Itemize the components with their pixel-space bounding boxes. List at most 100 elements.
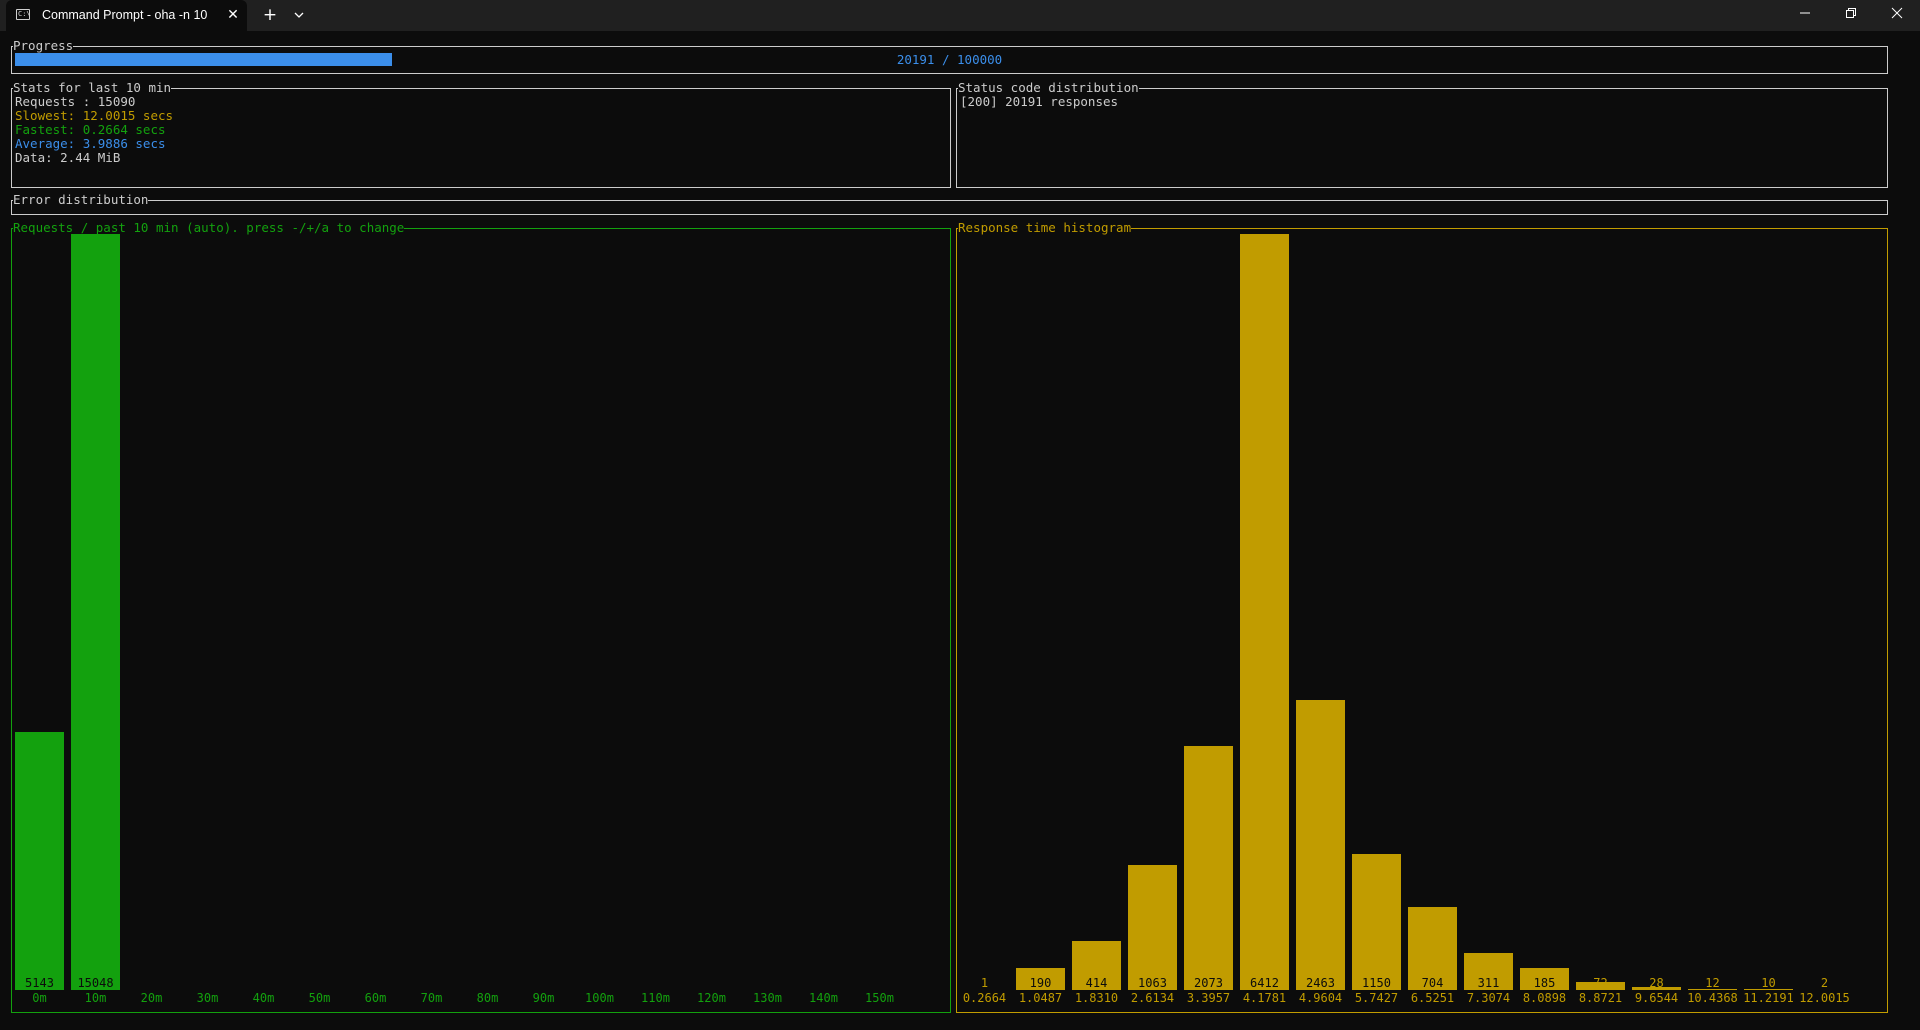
title-bar: C:\ Command Prompt - oha -n 10 ✕ + — [0, 0, 1920, 31]
minimize-icon — [1800, 12, 1810, 14]
histogram-tick-label: 3.3957 — [1186, 991, 1231, 1005]
histogram-tick-label: 12.0015 — [1799, 991, 1850, 1005]
requests-value-label: 15048 — [71, 977, 120, 990]
histogram-value-label: 190 — [1016, 977, 1065, 990]
restore-button[interactable] — [1828, 0, 1874, 31]
restore-icon — [1846, 8, 1856, 18]
stats-average: Average: 3.9886 secs — [15, 136, 166, 151]
histogram-tick-label: 6.5251 — [1410, 991, 1455, 1005]
histogram-tick-label: 8.8721 — [1578, 991, 1623, 1005]
requests-tick-label: 70m — [420, 991, 443, 1005]
requests-tick-label: 20m — [140, 991, 163, 1005]
histogram-tick-label: 9.6544 — [1634, 991, 1679, 1005]
requests-tick-label: 120m — [697, 991, 726, 1005]
histogram-bar — [1184, 746, 1233, 990]
histogram-tick-label: 1.8310 — [1074, 991, 1119, 1005]
requests-chart-panel: Requests / past 10 min (auto). press -/+… — [11, 221, 951, 1013]
requests-value-label: 5143 — [15, 977, 64, 990]
histogram-tick-label: 8.0898 — [1522, 991, 1567, 1005]
histogram-tick-label: 10.4368 — [1687, 991, 1738, 1005]
histogram-bar — [1296, 700, 1345, 990]
requests-tick-label: 130m — [753, 991, 782, 1005]
requests-tick-label: 100m — [585, 991, 614, 1005]
histogram-value-label: 6412 — [1240, 977, 1289, 990]
requests-tick-label: 60m — [364, 991, 387, 1005]
requests-bar — [15, 732, 64, 990]
progress-bar-fill — [15, 53, 393, 66]
plus-icon: + — [262, 5, 278, 25]
histogram-chart-area: 1 0.2664 190 1.0487 414 1.8310 1063 2.6134 2073 3… — [957, 229, 1887, 1012]
stats-title: Stats for last 10 min — [13, 80, 172, 95]
stats-data: Data: 2.44 MiB — [15, 150, 121, 165]
histogram-bar — [1128, 865, 1177, 990]
histogram-value-label: 1150 — [1352, 977, 1401, 990]
status-code-title: Status code distribution — [958, 80, 1139, 95]
tab-title: Command Prompt - oha -n 10 — [42, 8, 208, 22]
progress-text: 20191 / 100000 — [896, 52, 1003, 67]
stats-fastest: Fastest: 0.2664 secs — [15, 122, 166, 137]
progress-title: Progress — [13, 38, 74, 53]
histogram-value-label: 1063 — [1128, 977, 1177, 990]
requests-tick-label: 10m — [84, 991, 107, 1005]
histogram-tick-label: 2.6134 — [1130, 991, 1175, 1005]
histogram-bar — [1240, 234, 1289, 990]
histogram-tick-label: 0.2664 — [962, 991, 1007, 1005]
status-code-panel: Status code distribution [200] 20191 res… — [956, 81, 1888, 188]
histogram-value-label: 72 — [1593, 976, 1608, 990]
status-code-line: [200] 20191 responses — [960, 94, 1119, 109]
close-icon — [1891, 7, 1903, 19]
histogram-value-label: 704 — [1408, 977, 1457, 990]
stats-slowest: Slowest: 12.0015 secs — [15, 108, 174, 123]
histogram-value-label: 1 — [980, 976, 989, 990]
requests-tick-label: 0m — [32, 991, 47, 1005]
histogram-value-label: 2 — [1820, 976, 1829, 990]
requests-chart-title: Requests / past 10 min (auto). press -/+… — [13, 220, 405, 235]
terminal-tab[interactable]: C:\ Command Prompt - oha -n 10 ✕ — [6, 0, 247, 31]
requests-tick-label: 110m — [641, 991, 670, 1005]
histogram-value-label: 12 — [1705, 976, 1720, 990]
histogram-value-label: 185 — [1520, 977, 1569, 990]
histogram-bar — [1576, 982, 1625, 990]
requests-chart-area: 5143 0m 15048 10m 20m 30m 40m 50m 60m 70m 80m 90m 10… — [12, 229, 950, 1012]
requests-tick-label: 80m — [476, 991, 499, 1005]
requests-tick-label: 90m — [532, 991, 555, 1005]
requests-tick-label: 30m — [196, 991, 219, 1005]
histogram-bar — [1632, 987, 1681, 990]
histogram-value-label: 28 — [1649, 976, 1664, 990]
requests-bar — [71, 234, 120, 990]
histogram-title: Response time histogram — [958, 220, 1132, 235]
tab-dropdown-button[interactable] — [288, 4, 310, 26]
progress-panel: Progress 20191 / 100000 — [11, 39, 1888, 74]
minimize-button[interactable] — [1782, 0, 1828, 31]
histogram-bar — [1408, 907, 1457, 990]
histogram-tick-label: 11.2191 — [1743, 991, 1794, 1005]
new-tab-button[interactable]: + — [259, 4, 281, 26]
histogram-tick-label: 5.7427 — [1354, 991, 1399, 1005]
histogram-value-label: 2463 — [1296, 977, 1345, 990]
histogram-bar — [1352, 854, 1401, 990]
histogram-bar — [1688, 989, 1737, 990]
stats-requests: Requests : 15090 — [15, 94, 136, 109]
histogram-tick-label: 4.9604 — [1298, 991, 1343, 1005]
histogram-value-label: 311 — [1464, 977, 1513, 990]
chevron-down-icon — [294, 12, 304, 18]
histogram-tick-label: 4.1781 — [1242, 991, 1287, 1005]
requests-tick-label: 50m — [308, 991, 331, 1005]
close-window-button[interactable] — [1874, 0, 1920, 31]
histogram-value-label: 414 — [1072, 977, 1121, 990]
close-tab-icon[interactable]: ✕ — [227, 7, 239, 23]
requests-tick-label: 150m — [865, 991, 894, 1005]
histogram-bar — [1744, 989, 1793, 990]
requests-tick-label: 140m — [809, 991, 838, 1005]
histogram-tick-label: 1.0487 — [1018, 991, 1063, 1005]
requests-tick-label: 40m — [252, 991, 275, 1005]
terminal-icon: C:\ — [16, 9, 31, 20]
histogram-panel: Response time histogram 1 0.2664 190 1.0487… — [956, 221, 1888, 1013]
histogram-value-label: 2073 — [1184, 977, 1233, 990]
progress-track — [15, 53, 1884, 66]
histogram-tick-label: 7.3074 — [1466, 991, 1511, 1005]
stats-panel: Stats for last 10 min Requests : 15090 S… — [11, 81, 951, 188]
error-distribution-panel: Error distribution — [11, 193, 1888, 215]
error-distribution-title: Error distribution — [13, 192, 149, 207]
histogram-value-label: 10 — [1761, 976, 1776, 990]
